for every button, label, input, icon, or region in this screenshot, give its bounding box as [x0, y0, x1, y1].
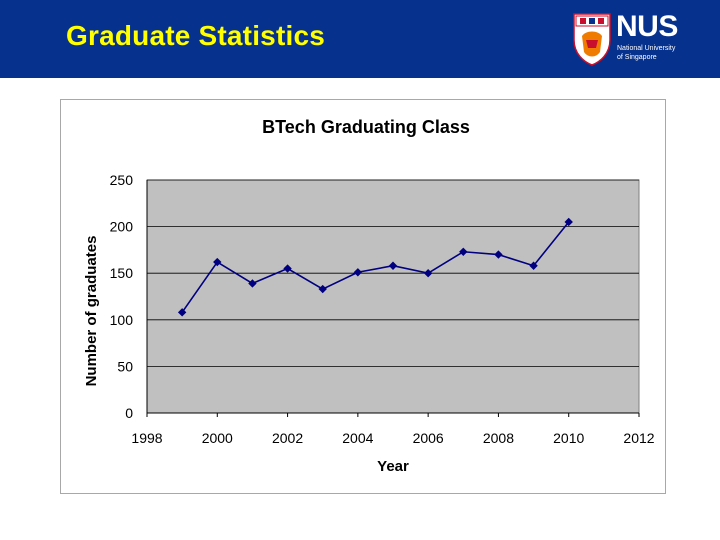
data-point [283, 264, 292, 273]
data-point [177, 308, 187, 317]
y-tick-label: 0 [125, 405, 133, 421]
chart-title: BTech Graduating Class [262, 117, 470, 137]
logo-subtitle-line1: National University [617, 45, 676, 52]
y-tick-label: 100 [110, 312, 134, 328]
y-tick-label: 50 [117, 358, 133, 374]
x-tick-label: 2000 [202, 430, 233, 446]
y-tick-label: 150 [110, 265, 134, 281]
y-tick-label: 250 [110, 172, 134, 188]
x-tick-label: 2008 [483, 430, 514, 446]
line-chart: BTech Graduating Class Number of graduat… [83, 117, 655, 475]
slide-title: Graduate Statistics [66, 20, 325, 51]
x-tick-label: 2010 [553, 430, 584, 446]
chart-frame: BTech Graduating Class Number of graduat… [60, 99, 666, 494]
data-point [213, 257, 222, 267]
slide-header: Graduate Statistics NUS National Univers… [0, 0, 720, 78]
data-point [353, 268, 363, 277]
plot-area: 0 50 100 150 200 250 1998 2000 2002 2004 2006 2008 2… [110, 172, 655, 446]
y-tick-label: 200 [110, 219, 134, 235]
x-tick-label: 2006 [413, 430, 444, 446]
x-tick-label: 2012 [623, 430, 654, 446]
data-point [423, 269, 433, 278]
x-tick-label: 1998 [131, 430, 162, 446]
data-point [248, 279, 257, 288]
data-point [529, 261, 538, 270]
plot-background [146, 179, 640, 414]
data-point [494, 250, 503, 259]
x-tick-label: 2004 [342, 430, 373, 446]
nus-crest-icon [573, 13, 611, 66]
data-point [459, 247, 468, 256]
logo-wordmark: NUS [616, 10, 678, 43]
x-tick-label: 2002 [272, 430, 303, 446]
data-point [388, 261, 398, 270]
logo-subtitle-line2: of Singapore [617, 54, 657, 61]
data-point [318, 284, 327, 294]
logo-subtitle: National University of Singapore [617, 44, 675, 62]
x-axis-label: Year [377, 458, 409, 475]
y-axis-label: Number of graduates [83, 236, 100, 387]
nus-logo: NUS National University of Singapore [570, 10, 710, 70]
series-line [181, 221, 570, 313]
